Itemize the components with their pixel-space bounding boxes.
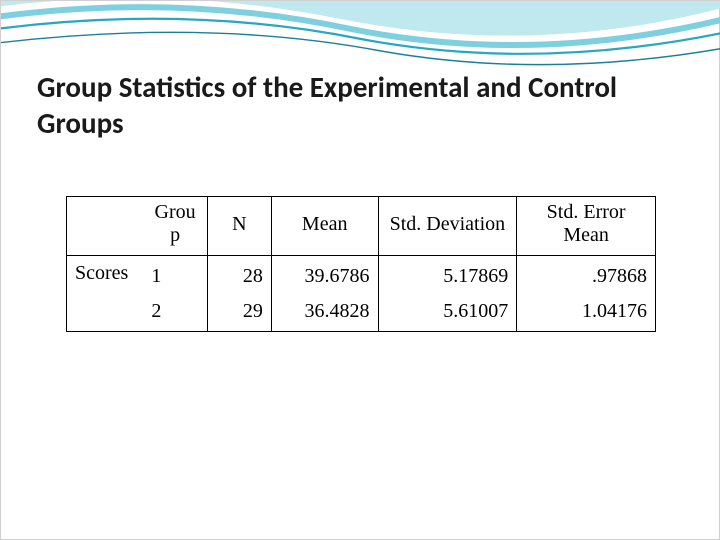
cell-sd-1: 5.17869 <box>387 265 509 288</box>
cell-group-1: 1 <box>151 265 199 288</box>
header-mean: Mean <box>271 197 378 256</box>
cell-sem: .97868 1.04176 <box>517 256 656 332</box>
cell-n-2: 29 <box>216 300 263 323</box>
cell-sem-2: 1.04176 <box>525 300 647 323</box>
statistics-table-container: Grou p N Mean Std. Deviation Std. Error … <box>66 196 656 332</box>
table-header-row: Grou p N Mean Std. Deviation Std. Error … <box>67 197 656 256</box>
header-group: Grou p <box>143 197 207 256</box>
cell-sem-1: .97868 <box>525 265 647 288</box>
table-row: Scores 1 2 28 29 39.6786 36. <box>67 256 656 332</box>
cell-n-1: 28 <box>216 265 263 288</box>
header-n: N <box>207 197 271 256</box>
row-label: Scores <box>67 256 144 332</box>
header-sd: Std. Deviation <box>378 197 517 256</box>
header-blank <box>67 197 144 256</box>
cell-sd-2: 5.61007 <box>387 300 509 323</box>
cell-mean-1: 39.6786 <box>280 265 370 288</box>
slide-title: Group Statistics of the Experimental and… <box>37 69 677 142</box>
cell-mean-2: 36.4828 <box>280 300 370 323</box>
cell-sd: 5.17869 5.61007 <box>378 256 517 332</box>
cell-mean: 39.6786 36.4828 <box>271 256 378 332</box>
statistics-table: Grou p N Mean Std. Deviation Std. Error … <box>66 196 656 332</box>
header-sem: Std. Error Mean <box>517 197 656 256</box>
cell-group: 1 2 <box>143 256 207 332</box>
cell-n: 28 29 <box>207 256 271 332</box>
cell-group-2: 2 <box>151 300 199 323</box>
